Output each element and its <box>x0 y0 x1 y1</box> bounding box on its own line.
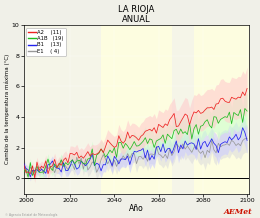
Title: LA RIOJA
ANUAL: LA RIOJA ANUAL <box>118 5 155 24</box>
Bar <box>194 25 249 194</box>
Text: © Agencia Estatal de Meteorología: © Agencia Estatal de Meteorología <box>5 213 57 217</box>
Legend: A2    (11), A1B   (19), B1    (13), E1    ( 4): A2 (11), A1B (19), B1 (13), E1 ( 4) <box>26 28 66 56</box>
Y-axis label: Cambio de la temperatura máxima (°C): Cambio de la temperatura máxima (°C) <box>5 54 10 164</box>
X-axis label: Año: Año <box>129 204 144 213</box>
Bar <box>101 25 172 194</box>
Text: AEMet: AEMet <box>224 208 252 216</box>
